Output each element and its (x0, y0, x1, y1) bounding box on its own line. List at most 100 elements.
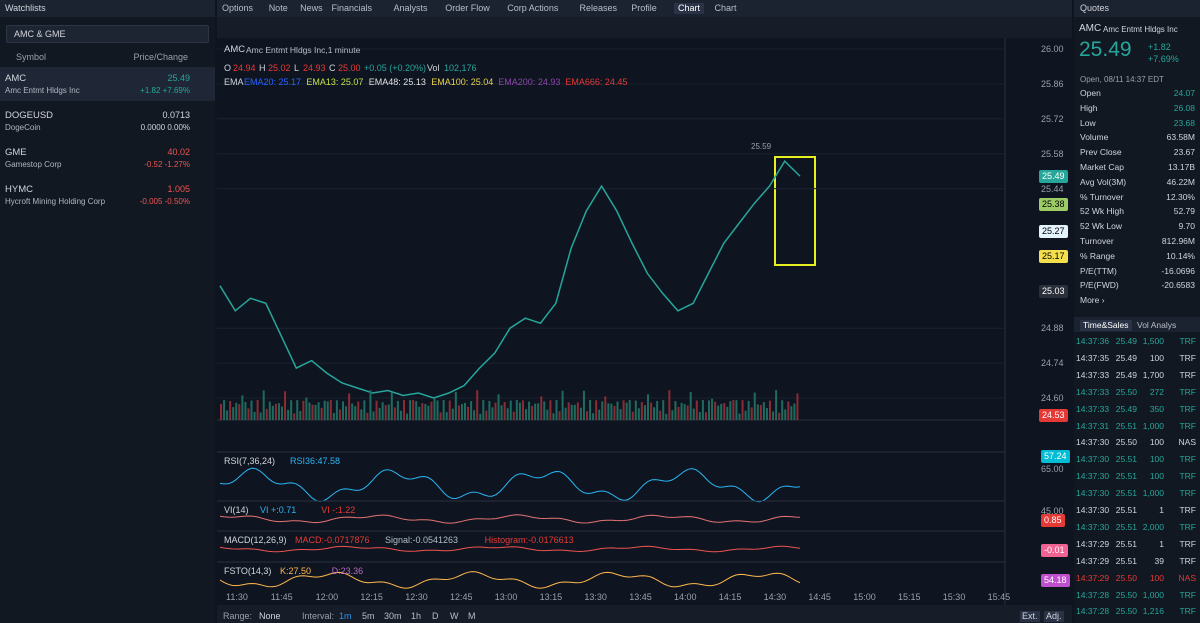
ts-price: 25.51 (1115, 471, 1137, 482)
adj[interactable]: Adj. (1044, 611, 1064, 622)
label: Interval: (302, 611, 335, 621)
indicator-name: RSI(7,36,24) (224, 456, 276, 466)
ts-time: 14:37:28 (1076, 589, 1110, 600)
label: AMC (1079, 23, 1102, 34)
volume-bar (290, 400, 293, 420)
volume-bar (586, 411, 588, 420)
tab[interactable]: Financials (331, 3, 373, 13)
volume-bar (787, 401, 790, 420)
tab[interactable]: Chart (674, 3, 705, 14)
volume-bar (695, 400, 698, 420)
indicator-line (219, 514, 801, 524)
symbol[interactable]: GME (5, 147, 27, 158)
range[interactable]: None (259, 611, 281, 621)
volume-bar (403, 400, 405, 420)
time-tick: 12:30 (405, 592, 428, 602)
quote-value: 26.08 (1173, 102, 1195, 113)
time-tick: 13:00 (494, 592, 518, 602)
volume-bar (634, 400, 637, 420)
interval[interactable]: D (432, 611, 439, 621)
tab[interactable]: Order Flow (445, 3, 490, 13)
time-tick: 15:30 (942, 592, 966, 602)
interval[interactable]: 1h (411, 611, 422, 621)
list-name[interactable]: AMC & GME (14, 29, 66, 39)
tab[interactable]: Chart (714, 3, 737, 13)
time-tick: 15:00 (853, 592, 876, 602)
interval[interactable]: 1m (339, 611, 352, 621)
volume-bar (305, 397, 308, 420)
quote-value: 46.22M (1166, 176, 1195, 187)
volume-bar (287, 409, 290, 420)
indicator-line (219, 571, 801, 589)
volume-bar (677, 406, 680, 420)
indicator-badge: 0.85 (1041, 514, 1065, 527)
tab[interactable]: Analysts (393, 3, 428, 13)
volume-bar (711, 398, 714, 420)
label: +7.69% (1148, 54, 1179, 64)
time-tick: 14:15 (718, 592, 742, 602)
volume-bar (561, 390, 564, 420)
volume-bar (247, 408, 250, 420)
volume-bar (329, 400, 332, 420)
volume-bar (354, 406, 357, 420)
volume-bar (674, 401, 677, 420)
symbol[interactable]: HYMC (5, 184, 33, 195)
ts-price: 25.51 (1115, 420, 1137, 431)
tab[interactable]: Corp Actions (507, 3, 559, 13)
price: 25.49 (167, 73, 190, 83)
volume-bar (564, 407, 567, 420)
interval[interactable]: 5m (362, 611, 375, 621)
price-tick: 25.58 (1041, 148, 1064, 159)
ts-exchange: TRF (1179, 386, 1196, 397)
symbol[interactable]: DOGEUSD (5, 110, 54, 121)
volume-bar (741, 400, 744, 420)
tab[interactable]: Options (222, 3, 254, 13)
ts-time: 14:37:30 (1076, 521, 1110, 532)
volume-bar (643, 405, 646, 420)
volume-bar (433, 398, 436, 420)
ts-time: 14:37:30 (1076, 454, 1110, 465)
volume-bar (491, 407, 494, 420)
quote-value: 12.30% (1166, 191, 1195, 202)
volume-bar (256, 400, 259, 420)
ts-tab[interactable]: Vol Analys (1137, 320, 1177, 330)
ts-exchange: TRF (1179, 471, 1196, 482)
volume-bar (729, 401, 732, 420)
volume-bar (457, 405, 460, 420)
volume-bar (479, 413, 482, 420)
ts-tab[interactable]: Time&Sales (1080, 320, 1132, 331)
volume-bar (451, 408, 454, 420)
symbol[interactable]: AMC (5, 73, 27, 84)
tab[interactable]: Note (268, 3, 288, 13)
quote-label: Low (1080, 117, 1096, 128)
time-tick: 11:30 (226, 592, 248, 602)
interval[interactable]: W (450, 611, 459, 621)
ts-size: 100 (1149, 437, 1164, 448)
label: Amc Entmt Hldgs Inc,1 minute (246, 45, 361, 55)
watchlist-header (0, 0, 215, 17)
volume-bar (579, 407, 582, 420)
interval[interactable]: 30m (384, 611, 402, 621)
indicator-name: FSTO(14,3) (224, 566, 272, 576)
label: Vol (427, 63, 440, 73)
volume-bar (744, 410, 747, 420)
tab[interactable]: Releases (579, 3, 618, 13)
volume-bar (625, 402, 628, 420)
tab[interactable]: News (300, 3, 323, 13)
ts-time: 14:37:30 (1076, 437, 1110, 448)
interval[interactable]: M (468, 611, 476, 621)
volume-bar (445, 412, 448, 420)
volume-bar (369, 390, 372, 420)
ts-time: 14:37:33 (1076, 369, 1110, 380)
list-select[interactable] (6, 25, 209, 43)
volume-bar (576, 402, 579, 420)
tab[interactable]: Profile (631, 3, 657, 13)
indicator-value: RSI36:47.58 (290, 456, 341, 466)
more[interactable]: More › (1080, 295, 1105, 305)
ext[interactable]: Ext. (1020, 611, 1040, 622)
volume-bar (421, 403, 424, 420)
volume-bar (659, 410, 662, 420)
price-tick: 26.00 (1041, 44, 1064, 54)
